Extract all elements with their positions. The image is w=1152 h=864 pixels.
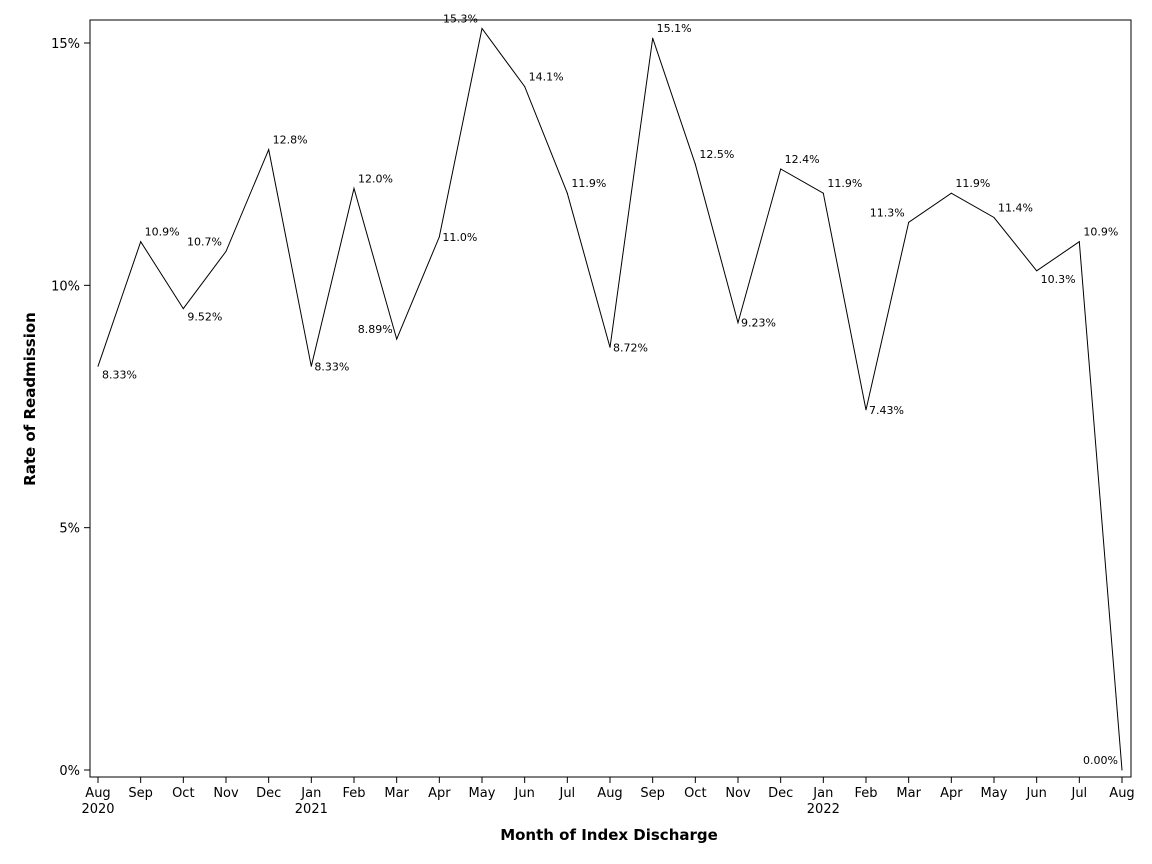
data-point <box>97 365 99 367</box>
x-axis-title: Month of Index Discharge <box>500 826 718 844</box>
x-tick-label: Feb <box>342 786 365 801</box>
data-label-group: 8.33% 10.9% 9.52% 10.7% 12.8% 8.33% 12.0% 8.89%… <box>102 12 1118 767</box>
data-label: 8.33% <box>314 360 349 373</box>
x-tick-label: Oct <box>172 786 194 801</box>
x-tick-label: Oct <box>684 786 706 801</box>
x-axis: Aug Sep Oct Nov Dec Jan Feb Mar Apr May Jun Jul Aug S… <box>81 777 1135 817</box>
y-tick-label: 15% <box>51 37 80 52</box>
data-point <box>566 192 568 194</box>
data-label: 12.0% <box>358 172 393 185</box>
data-point <box>182 308 184 310</box>
x-tick-label: Mar <box>896 786 921 801</box>
x-tick-label: May <box>981 786 1008 801</box>
data-point <box>225 250 227 252</box>
data-label: 10.3% <box>1041 273 1076 286</box>
data-point <box>310 365 312 367</box>
data-point <box>908 221 910 223</box>
data-label: 9.52% <box>187 311 222 324</box>
data-point <box>609 346 611 348</box>
data-point <box>694 163 696 165</box>
x-tick-label: Jun <box>1026 786 1047 801</box>
x-tick-label: Nov <box>213 786 239 801</box>
data-point <box>140 241 142 243</box>
data-label: 10.7% <box>187 235 222 248</box>
data-label: 9.23% <box>741 317 776 330</box>
data-label: 10.9% <box>145 226 180 239</box>
data-point <box>822 192 824 194</box>
x-tick-label: Aug <box>85 786 110 801</box>
y-axis-title: Rate of Readmission <box>21 312 39 486</box>
x-tick-label: Jan <box>812 786 833 801</box>
data-label: 11.4% <box>998 201 1033 214</box>
data-point <box>524 86 526 88</box>
data-label: 12.8% <box>273 134 308 147</box>
data-label: 8.72% <box>613 341 648 354</box>
data-point <box>396 338 398 340</box>
series-group <box>97 27 1123 771</box>
x-tick-label: May <box>469 786 496 801</box>
x-tick-label: Mar <box>384 786 409 801</box>
x-year-label: 2021 <box>295 802 328 817</box>
x-tick-label: Aug <box>597 786 622 801</box>
data-label: 7.43% <box>869 404 904 417</box>
x-tick-label: Aug <box>1109 786 1134 801</box>
x-tick-label: Jul <box>558 786 575 801</box>
data-point <box>1036 270 1038 272</box>
x-tick-label: Sep <box>640 786 665 801</box>
data-label: 14.1% <box>529 71 564 84</box>
data-label: 11.9% <box>827 177 862 190</box>
data-point <box>865 409 867 411</box>
data-label: 12.4% <box>785 153 820 166</box>
series-line <box>97 27 1123 771</box>
x-tick-label: Dec <box>256 786 281 801</box>
x-tick-label: Apr <box>940 786 963 801</box>
data-label: 10.9% <box>1083 226 1118 239</box>
data-point <box>1078 241 1080 243</box>
x-tick-label: Feb <box>854 786 877 801</box>
y-tick-label: 5% <box>59 522 80 537</box>
y-tick-label: 0% <box>59 764 80 779</box>
x-tick-label: Dec <box>768 786 793 801</box>
x-tick-label: Sep <box>128 786 153 801</box>
data-label: 15.3% <box>443 12 478 25</box>
x-tick-label: Jul <box>1070 786 1087 801</box>
data-label: 11.9% <box>571 177 606 190</box>
x-year-label: 2020 <box>81 802 114 817</box>
data-label: 8.33% <box>102 368 137 381</box>
data-point <box>481 27 483 29</box>
x-tick-label: Apr <box>428 786 451 801</box>
data-label: 11.3% <box>870 206 905 219</box>
x-tick-label: Jun <box>514 786 535 801</box>
y-tick-label: 10% <box>51 279 80 294</box>
data-point <box>268 149 270 151</box>
data-point <box>780 168 782 170</box>
data-point <box>353 187 355 189</box>
data-label: 11.0% <box>442 231 477 244</box>
data-point <box>993 216 995 218</box>
data-label: 0.00% <box>1083 754 1118 767</box>
x-tick-label: Jan <box>300 786 321 801</box>
data-label: 11.9% <box>955 177 990 190</box>
data-point <box>1121 769 1123 771</box>
data-point <box>652 37 654 39</box>
data-point <box>950 192 952 194</box>
data-label: 15.1% <box>657 22 692 35</box>
data-point <box>438 236 440 238</box>
data-label: 12.5% <box>699 148 734 161</box>
y-axis: 0% 5% 10% 15% <box>51 37 90 779</box>
data-label: 8.89% <box>358 323 393 336</box>
data-point <box>737 322 739 324</box>
x-year-label: 2022 <box>807 802 840 817</box>
x-tick-label: Nov <box>725 786 751 801</box>
plot-frame <box>89 19 1132 778</box>
